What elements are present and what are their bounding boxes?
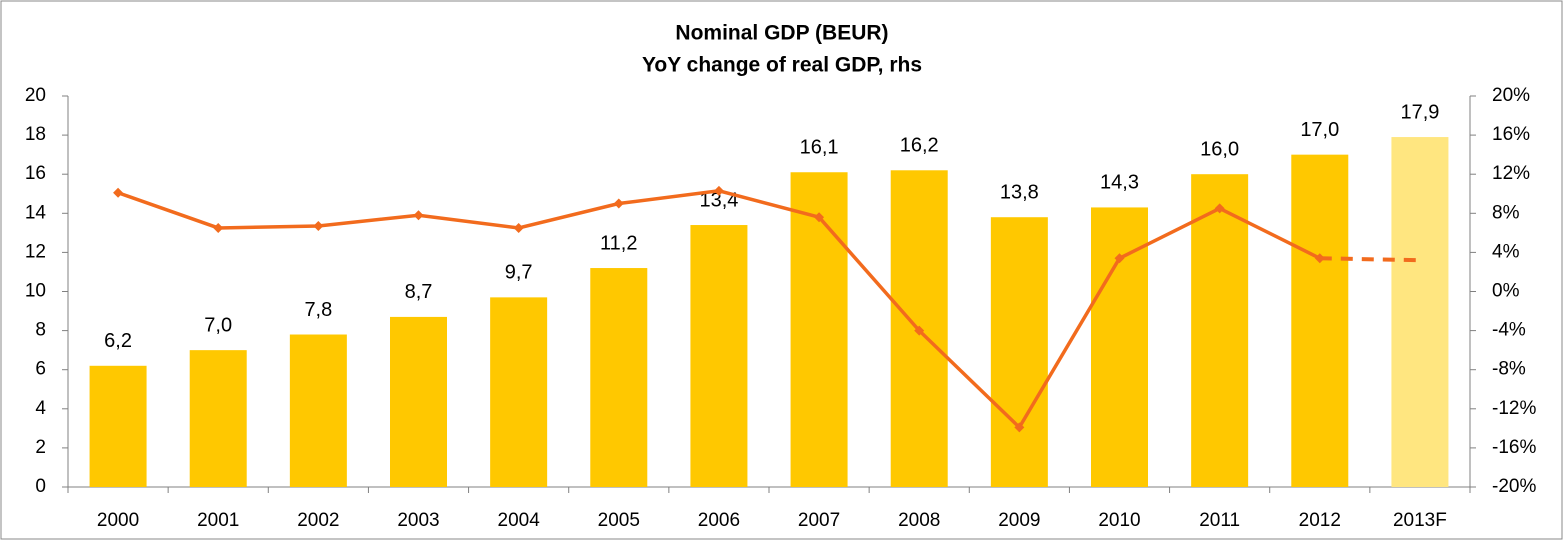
x-tick-label: 2006: [698, 510, 740, 531]
line-marker: [113, 187, 124, 198]
x-tick-label: 2011: [1199, 510, 1240, 531]
y-tick-label: 2: [35, 437, 46, 458]
line-marker: [413, 210, 424, 221]
y-tick-label: 10: [25, 281, 46, 302]
bar: [1291, 154, 1349, 487]
line-marker: [513, 222, 524, 233]
bar: [690, 225, 748, 487]
y-tick-label: 4: [35, 398, 46, 419]
y2-tick-label: -16%: [1492, 437, 1536, 458]
line-marker: [1114, 253, 1125, 264]
y-tick-label: 8: [35, 320, 46, 341]
bar-value-label: 13,8: [1000, 181, 1039, 203]
bar: [89, 365, 147, 487]
bar-value-label: 17,9: [1400, 101, 1439, 123]
bar: [590, 268, 648, 487]
bar: [289, 334, 347, 487]
bar-value-label: 7,8: [304, 299, 332, 321]
bar-value-label: 17,0: [1300, 119, 1339, 141]
bar-value-label: 7,0: [204, 314, 232, 336]
x-tick-label: 2000: [97, 510, 139, 531]
y2-tick-label: 12%: [1492, 163, 1530, 184]
x-tick-label: 2003: [397, 510, 439, 531]
x-tick-label: 2012: [1299, 510, 1341, 531]
bar: [1391, 137, 1449, 487]
line-marker: [814, 212, 825, 223]
bar: [490, 297, 548, 487]
y-tick-label: 0: [35, 476, 46, 497]
bar: [390, 316, 447, 487]
y-tick-label: 14: [25, 202, 47, 223]
line-marker: [613, 198, 624, 209]
x-tick-label: 2002: [297, 510, 339, 531]
line-marker: [1214, 203, 1225, 214]
line-marker: [1014, 422, 1025, 433]
line: [1319, 256, 1420, 263]
y-tick-label: 6: [35, 359, 46, 380]
x-tick-label: 2008: [898, 510, 940, 531]
y2-tick-label: 8%: [1492, 202, 1520, 223]
bar-value-label: 16,0: [1200, 138, 1239, 160]
y2-tick-label: 4%: [1492, 241, 1520, 262]
x-tick-label: 2005: [598, 510, 640, 531]
y2-tick-label: -20%: [1492, 476, 1536, 497]
bar-value-label: 16,2: [900, 135, 939, 157]
bar: [189, 350, 247, 487]
x-tick-label: 2004: [498, 510, 541, 531]
bar: [790, 172, 848, 487]
bar-value-label: 16,1: [800, 137, 839, 159]
bar-value-label: 11,2: [600, 232, 637, 254]
line-marker: [713, 185, 724, 196]
y-tick-label: 18: [25, 124, 46, 145]
y-tick-label: 16: [25, 163, 46, 184]
x-tick-label: 2001: [197, 510, 239, 531]
y2-tick-label: 16%: [1492, 124, 1530, 145]
x-tick-label: 2009: [998, 510, 1040, 531]
y2-tick-label: 20%: [1492, 85, 1530, 106]
x-tick-label: 2010: [1098, 510, 1140, 531]
line-marker: [914, 325, 925, 336]
y2-tick-label: -8%: [1492, 359, 1526, 380]
bar: [1191, 174, 1249, 487]
x-tick-label: 2007: [798, 510, 840, 531]
bar-value-label: 14,3: [1100, 172, 1139, 194]
x-tick-label: 2013F: [1393, 510, 1447, 531]
bar-value-label: 6,2: [104, 330, 132, 352]
bar-value-label: 8,7: [405, 281, 433, 303]
y2-tick-label: -12%: [1492, 398, 1536, 419]
chart-subtitle: YoY change of real GDP, rhs: [642, 54, 922, 77]
bar: [990, 217, 1048, 487]
line-marker: [313, 221, 324, 232]
y-tick-label: 12: [25, 241, 46, 262]
line-marker: [213, 222, 224, 233]
y2-tick-label: -4%: [1492, 320, 1526, 341]
y2-tick-label: 0%: [1492, 281, 1520, 302]
y-tick-label: 20: [25, 85, 46, 106]
bar-value-label: 9,7: [505, 262, 533, 284]
chart-title: Nominal GDP (BEUR): [675, 22, 888, 45]
